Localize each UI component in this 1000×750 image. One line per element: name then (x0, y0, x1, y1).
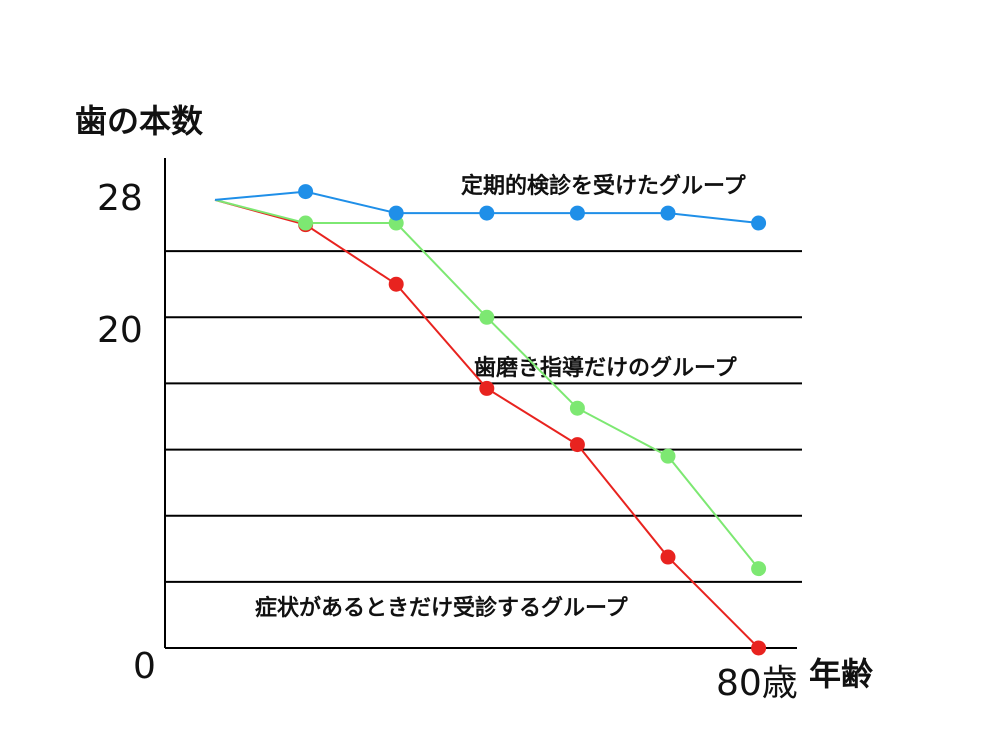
data-point-symptom-only-2 (388, 276, 404, 292)
data-point-regular-checkup-2 (388, 205, 404, 221)
series-label-regular-checkup: 定期的検診を受けたグループ (461, 173, 747, 199)
series-line-symptom-only (214, 198, 760, 649)
x-end-label: 80歳 (716, 663, 798, 704)
y-tick-label-28: 28 (97, 178, 143, 219)
y-tick-label-0: 0 (133, 646, 156, 687)
data-point-symptom-only-6 (751, 640, 767, 656)
data-point-brushing-guidance-1 (298, 215, 314, 231)
data-point-regular-checkup-3 (479, 205, 495, 221)
data-point-symptom-only-3 (479, 380, 495, 396)
data-point-brushing-guidance-4 (569, 400, 585, 416)
data-point-brushing-guidance-6 (751, 561, 767, 577)
y-tick-label-20: 20 (97, 310, 143, 351)
series-label-brushing-guidance: 歯磨き指導だけのグループ (474, 355, 738, 381)
data-point-brushing-guidance-3 (479, 309, 495, 325)
grid-lines (164, 158, 802, 649)
data-point-regular-checkup-6 (751, 215, 767, 231)
data-point-regular-checkup-4 (569, 205, 585, 221)
data-point-brushing-guidance-5 (660, 448, 676, 464)
series-label-symptom-only: 症状があるときだけ受診するグループ (255, 595, 629, 621)
series-lines (214, 184, 767, 656)
y-axis-title: 歯の本数 (75, 102, 204, 140)
x-axis-title: 年齢 (809, 655, 873, 693)
data-point-symptom-only-5 (660, 549, 676, 565)
data-point-regular-checkup-5 (660, 205, 676, 221)
data-point-regular-checkup-1 (298, 184, 314, 200)
data-point-symptom-only-4 (569, 437, 585, 453)
